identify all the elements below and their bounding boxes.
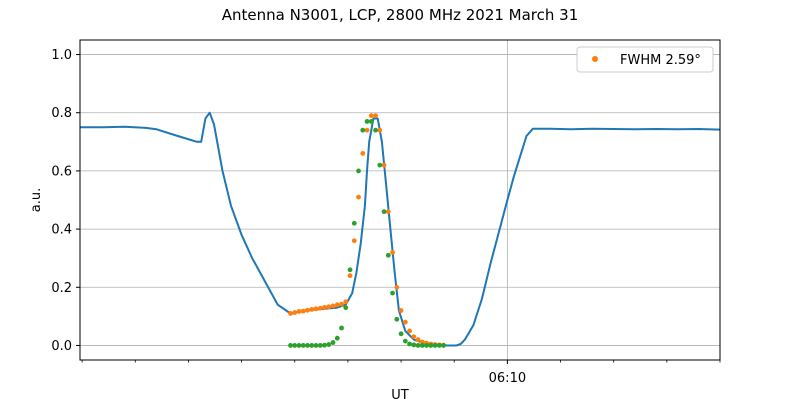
- orange-point: [402, 319, 408, 325]
- y-tick-label: 0.0: [51, 339, 72, 354]
- orange-point: [339, 301, 344, 307]
- green-point: [377, 162, 383, 168]
- orange-point: [415, 337, 421, 343]
- green-point: [309, 343, 315, 348]
- orange-point: [317, 305, 323, 311]
- green-point: [432, 343, 438, 348]
- data-layer: [80, 111, 721, 348]
- chart-title: Antenna N3001, LCP, 2800 MHz 2021 March …: [222, 6, 579, 24]
- orange-point: [343, 299, 349, 305]
- green-point: [415, 343, 421, 348]
- green-point: [292, 343, 298, 348]
- orange-point: [377, 127, 383, 133]
- green-point: [356, 168, 361, 174]
- green-point: [360, 127, 366, 133]
- green-point: [364, 119, 370, 124]
- orange-point: [347, 273, 353, 279]
- orange-point: [394, 284, 400, 290]
- green-point: [330, 340, 336, 345]
- green-point: [368, 119, 374, 124]
- orange-point: [411, 334, 417, 340]
- orange-point: [407, 328, 412, 334]
- green-point: [343, 305, 349, 311]
- green-point: [419, 343, 425, 348]
- orange-point: [309, 306, 315, 312]
- y-tick-label: 1.0: [51, 48, 72, 63]
- green-point: [305, 343, 310, 348]
- green-point: [326, 342, 332, 347]
- orange-point: [288, 311, 293, 316]
- legend: FWHM 2.59°: [576, 46, 714, 73]
- legend-label: FWHM 2.59°: [620, 53, 701, 68]
- orange-point: [300, 308, 306, 314]
- y-axis-label: a.u.: [29, 188, 44, 212]
- orange-point: [296, 309, 302, 314]
- green-point: [428, 343, 434, 348]
- orange-point: [351, 238, 357, 244]
- green-point: [398, 331, 404, 337]
- plot-frame: [79, 39, 721, 361]
- y-tick-label: 0.6: [51, 164, 72, 179]
- orange-point: [356, 194, 361, 200]
- orange-point: [326, 304, 332, 310]
- green-point: [411, 342, 417, 348]
- green-point: [441, 343, 446, 348]
- orange-point: [334, 302, 340, 308]
- orange-point: [360, 151, 366, 156]
- green-point: [436, 343, 442, 348]
- plot-background: [80, 40, 720, 360]
- green-point: [288, 343, 293, 348]
- green-point: [390, 290, 395, 296]
- green-point: [402, 338, 408, 344]
- orange-point: [305, 307, 310, 313]
- green-point: [351, 220, 357, 226]
- orange-point: [368, 113, 374, 119]
- legend-box: [576, 46, 714, 73]
- green-point: [373, 127, 378, 133]
- green-point: [317, 343, 323, 348]
- orange-point: [373, 113, 378, 119]
- orange-point: [292, 310, 298, 315]
- orange-point: [398, 308, 404, 313]
- green-point: [385, 252, 391, 258]
- axes-layer: 0.0 0.2 0.4 0.6 0.8 1.0 06:10: [51, 39, 721, 386]
- green-point: [334, 335, 340, 341]
- y-tick-label: 0.8: [51, 106, 72, 121]
- orange-point: [390, 249, 395, 255]
- orange-point: [419, 339, 425, 345]
- orange-point: [322, 304, 327, 310]
- x-tick-label: 06:10: [489, 371, 526, 386]
- green-point: [300, 343, 306, 348]
- x-axis-label: UT: [391, 388, 409, 400]
- orange-point: [313, 306, 319, 312]
- series-line: [80, 111, 721, 347]
- green-point: [313, 343, 319, 348]
- y-tick-label: 0.4: [51, 223, 72, 238]
- green-point: [347, 267, 353, 273]
- green-point: [381, 209, 387, 215]
- green-point: [394, 316, 400, 322]
- green-point: [296, 343, 302, 348]
- orange-point: [381, 162, 387, 168]
- green-point: [322, 342, 327, 348]
- green-point: [339, 325, 344, 331]
- green-point: [407, 341, 412, 347]
- y-tick-label: 0.2: [51, 281, 72, 296]
- legend-marker: [592, 56, 598, 62]
- orange-point: [385, 209, 391, 215]
- orange-point: [364, 127, 370, 133]
- orange-point: [330, 303, 336, 309]
- plot-area: 0.0 0.2 0.4 0.6 0.8 1.0 06:10: [51, 39, 721, 386]
- green-point: [424, 343, 429, 348]
